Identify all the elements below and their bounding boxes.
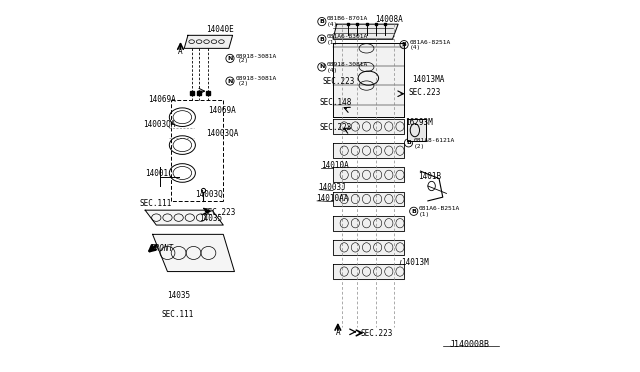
- Text: B: B: [412, 209, 416, 214]
- Text: SEC.223: SEC.223: [408, 88, 441, 97]
- Text: 14040E: 14040E: [207, 25, 234, 33]
- Polygon shape: [333, 264, 404, 279]
- Text: SEC.223: SEC.223: [319, 123, 351, 132]
- Text: 081A6-B251A: 081A6-B251A: [419, 206, 460, 211]
- Text: B: B: [319, 36, 324, 42]
- Text: (2): (2): [237, 58, 249, 64]
- Text: 081A6-8301A: 081A6-8301A: [327, 34, 368, 39]
- Text: 14035: 14035: [168, 291, 191, 299]
- Text: J140008B: J140008B: [449, 340, 490, 349]
- Text: SEC.223: SEC.223: [323, 77, 355, 86]
- Text: 08918-3081A: 08918-3081A: [327, 62, 368, 67]
- Text: SEC.223: SEC.223: [360, 328, 392, 337]
- Text: FRONT: FRONT: [151, 244, 174, 253]
- Text: 14010A: 14010A: [321, 161, 349, 170]
- Text: 14003Q: 14003Q: [195, 190, 223, 199]
- Text: 08918-3081A: 08918-3081A: [235, 76, 276, 81]
- Text: SEC.111: SEC.111: [162, 310, 195, 319]
- Polygon shape: [152, 234, 234, 272]
- Polygon shape: [408, 119, 426, 141]
- Text: N: N: [227, 56, 233, 61]
- Text: B: B: [319, 19, 324, 24]
- Text: 14003J: 14003J: [318, 183, 346, 192]
- Polygon shape: [333, 143, 404, 158]
- Text: N: N: [227, 78, 233, 84]
- Text: 16293M: 16293M: [405, 118, 433, 127]
- Polygon shape: [145, 210, 223, 225]
- Text: (4): (4): [327, 22, 339, 28]
- Text: 14069A: 14069A: [148, 95, 176, 104]
- Polygon shape: [333, 119, 404, 134]
- Polygon shape: [184, 35, 232, 48]
- Text: A: A: [335, 328, 340, 337]
- Text: 1401B: 1401B: [419, 172, 442, 181]
- Text: 081A6-8251A: 081A6-8251A: [410, 39, 451, 45]
- Text: B: B: [406, 140, 411, 145]
- Polygon shape: [333, 240, 404, 255]
- Text: SEC.111: SEC.111: [140, 199, 172, 208]
- Text: 14003QA: 14003QA: [207, 129, 239, 138]
- Text: 14003QA: 14003QA: [143, 119, 175, 128]
- Text: A: A: [178, 47, 182, 56]
- Text: B: B: [402, 42, 406, 47]
- Text: 14013M: 14013M: [401, 258, 429, 267]
- Text: 14069A: 14069A: [209, 106, 236, 115]
- Text: 14001: 14001: [145, 169, 168, 177]
- Text: (2): (2): [237, 81, 249, 86]
- Text: (1): (1): [327, 40, 339, 45]
- Text: 14008A: 14008A: [375, 15, 403, 23]
- Polygon shape: [333, 43, 404, 117]
- Text: N: N: [319, 64, 324, 70]
- Text: 081A8-6121A: 081A8-6121A: [413, 138, 455, 143]
- Text: (4): (4): [410, 45, 420, 51]
- Text: (2): (2): [413, 144, 425, 149]
- Polygon shape: [333, 24, 398, 39]
- Text: (1): (1): [419, 212, 430, 217]
- Text: SEC.223: SEC.223: [204, 208, 236, 217]
- Text: SEC.148: SEC.148: [319, 98, 351, 107]
- Text: 14013MA: 14013MA: [412, 75, 445, 84]
- Text: (4): (4): [327, 68, 339, 73]
- Text: 14010AA: 14010AA: [316, 194, 349, 203]
- Text: 081B6-8701A: 081B6-8701A: [327, 16, 368, 22]
- Text: 14035: 14035: [199, 214, 222, 223]
- Polygon shape: [333, 216, 404, 231]
- Polygon shape: [333, 167, 404, 182]
- Polygon shape: [333, 192, 404, 206]
- Text: 08918-3081A: 08918-3081A: [235, 54, 276, 59]
